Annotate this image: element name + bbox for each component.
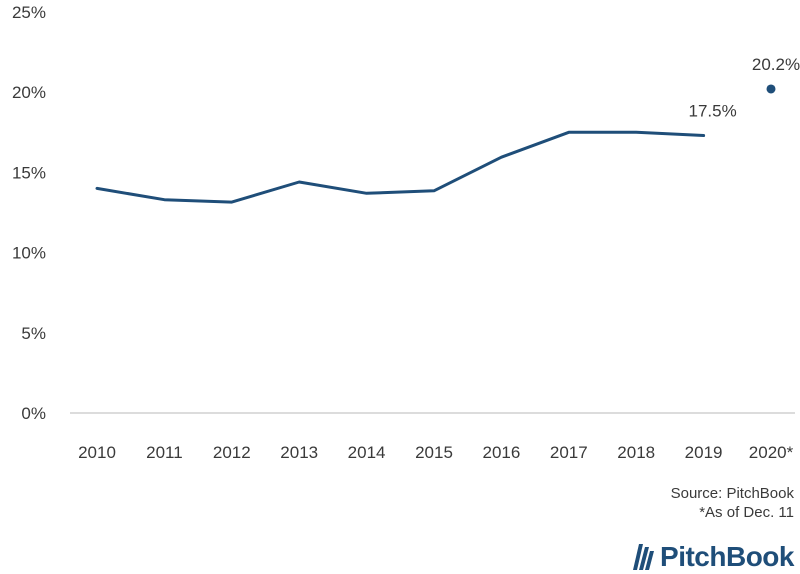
- data-label: 20.2%: [752, 55, 800, 74]
- y-tick-label: 15%: [12, 163, 46, 182]
- data-point: [766, 84, 776, 94]
- data-label: 17.5%: [688, 102, 736, 121]
- x-tick-label: 2014: [348, 443, 386, 462]
- x-tick-label: 2015: [415, 443, 453, 462]
- line-chart: 0% 5% 10% 15% 20% 25% 2010 2011 2012 2013 2014 2015…: [12, 3, 800, 462]
- footnote-line: *As of Dec. 11: [699, 504, 794, 521]
- x-tick-label: 2016: [482, 443, 520, 462]
- x-tick-label: 2010: [78, 443, 116, 462]
- logo-wordmark: PitchBook: [660, 541, 794, 572]
- x-tick-label: 2020*: [749, 443, 794, 462]
- source-note: Source: PitchBook *As of Dec. 11: [671, 484, 794, 522]
- y-tick-label: 20%: [12, 83, 46, 102]
- x-tick-label: 2017: [550, 443, 588, 462]
- y-tick-label: 10%: [12, 244, 46, 263]
- x-tick-label: 2013: [280, 443, 318, 462]
- x-tick-label: 2011: [146, 443, 183, 462]
- pitchbook-sail-icon: [633, 544, 655, 570]
- y-tick-label: 5%: [21, 324, 46, 343]
- x-tick-label: 2012: [213, 443, 251, 462]
- series-line: [95, 130, 706, 204]
- y-tick-label: 25%: [12, 3, 46, 22]
- pitchbook-logo: PitchBook: [630, 540, 794, 574]
- x-tick-label: 2018: [617, 443, 655, 462]
- x-tick-label: 2019: [685, 443, 723, 462]
- y-tick-label: 0%: [21, 404, 46, 423]
- source-line: Source: PitchBook: [670, 485, 794, 502]
